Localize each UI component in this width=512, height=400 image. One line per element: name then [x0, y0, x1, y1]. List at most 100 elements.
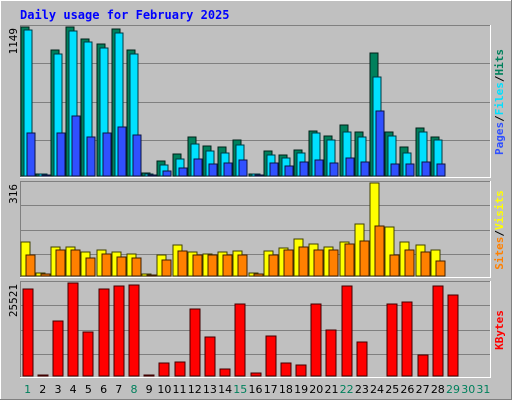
x-tick-label-day-30: 30	[461, 383, 475, 396]
x-tick-label-day-6: 6	[100, 383, 107, 396]
panel-1-legend: Pages/Files/Hits	[493, 49, 506, 155]
bar-kbytes-day-25	[386, 303, 398, 377]
bar-pages-day-19	[299, 161, 309, 177]
bar-kbytes-day-29	[447, 294, 459, 377]
bar-sites-day-20	[313, 249, 324, 277]
bar-sites-day-8	[131, 257, 142, 277]
x-tick-label-day-18: 18	[279, 383, 293, 396]
bar-kbytes-day-21	[325, 329, 337, 377]
legend-visits: Visits	[493, 190, 506, 230]
x-tick-label-day-9: 9	[146, 383, 153, 396]
bar-kbytes-day-18	[280, 362, 292, 377]
bar-kbytes-day-27	[417, 354, 429, 377]
bar-kbytes-day-20	[310, 303, 322, 377]
bar-pages-day-16	[254, 174, 264, 177]
bar-sites-day-14	[222, 254, 233, 277]
chart-title: Daily usage for February 2025	[20, 8, 230, 22]
x-tick-label-day-24: 24	[370, 383, 384, 396]
bar-sites-day-23	[359, 240, 370, 277]
legend-separator: /	[493, 115, 506, 122]
legend-kbytes: KBytes	[493, 310, 506, 350]
bar-kbytes-day-13	[204, 336, 216, 377]
bar-kbytes-day-22	[341, 285, 353, 377]
bar-sites-day-19	[298, 246, 309, 277]
bar-pages-day-3	[56, 132, 66, 177]
bar-kbytes-day-8	[128, 284, 140, 377]
bar-pages-day-18	[284, 165, 294, 177]
x-tick-label-day-12: 12	[188, 383, 202, 396]
bar-pages-day-28	[436, 163, 446, 177]
bar-pages-day-12	[193, 158, 203, 177]
x-tick-label-day-20: 20	[309, 383, 323, 396]
x-tick-label-day-4: 4	[70, 383, 77, 396]
bar-sites-day-1	[25, 254, 36, 277]
x-tick-label-day-29: 29	[446, 383, 460, 396]
bar-sites-day-22	[344, 243, 355, 277]
bar-pages-day-24	[375, 110, 385, 177]
x-tick-label-day-22: 22	[340, 383, 354, 396]
bar-kbytes-day-6	[98, 288, 110, 377]
bar-pages-day-7	[117, 126, 127, 177]
bar-pages-day-21	[329, 162, 339, 177]
x-tick-label-day-1: 1	[24, 383, 31, 396]
legend-separator: /	[493, 75, 506, 82]
x-tick-label-day-14: 14	[218, 383, 232, 396]
bar-kbytes-day-3	[52, 320, 64, 377]
panel-2-legend: Sites/Visits	[493, 190, 506, 270]
legend-sites: Sites	[493, 237, 506, 270]
bar-sites-day-25	[389, 254, 400, 277]
x-tick-label-day-21: 21	[324, 383, 338, 396]
bar-kbytes-day-5	[82, 331, 94, 377]
x-tick-label-day-8: 8	[130, 383, 137, 396]
x-tick-label-day-23: 23	[355, 383, 369, 396]
bar-sites-day-13	[207, 254, 218, 277]
bar-pages-day-27	[421, 161, 431, 177]
bar-kbytes-day-1	[22, 288, 34, 377]
x-tick-label-day-15: 15	[233, 383, 247, 396]
bar-pages-day-25	[390, 163, 400, 177]
bar-sites-day-9	[146, 274, 157, 277]
bar-kbytes-day-15	[234, 303, 246, 377]
bar-pages-day-10	[162, 170, 172, 177]
bar-sites-day-12	[192, 254, 203, 277]
bar-sites-day-6	[101, 253, 112, 277]
bar-sites-day-15	[237, 254, 248, 277]
bar-sites-day-17	[268, 254, 279, 277]
bar-pages-day-8	[132, 134, 142, 177]
bar-kbytes-day-9	[143, 374, 155, 377]
x-tick-label-day-26: 26	[400, 383, 414, 396]
x-tick-label-day-16: 16	[249, 383, 263, 396]
x-tick-label-day-19: 19	[294, 383, 308, 396]
x-tick-label-day-3: 3	[54, 383, 61, 396]
x-tick-label-day-27: 27	[416, 383, 430, 396]
bar-kbytes-day-16	[250, 372, 262, 377]
bar-sites-day-18	[283, 249, 294, 277]
bar-pages-day-15	[238, 159, 248, 177]
bar-sites-day-10	[161, 259, 172, 277]
bar-kbytes-day-12	[189, 308, 201, 377]
bar-kbytes-day-4	[67, 282, 79, 377]
bar-pages-day-22	[345, 157, 355, 177]
bar-sites-day-16	[253, 273, 264, 277]
bar-pages-day-4	[71, 115, 81, 177]
bar-pages-day-9	[147, 174, 157, 177]
bar-kbytes-day-19	[295, 364, 307, 377]
bar-pages-day-23	[360, 161, 370, 177]
bar-pages-day-14	[223, 162, 233, 177]
bar-pages-day-6	[102, 132, 112, 177]
panel-2-y-max-label: 316	[7, 184, 20, 204]
bar-pages-day-13	[208, 163, 218, 177]
bar-kbytes-day-11	[174, 361, 186, 377]
bar-sites-day-7	[116, 256, 127, 277]
bar-kbytes-day-14	[219, 368, 231, 377]
x-tick-label-day-31: 31	[476, 383, 490, 396]
bar-sites-day-26	[404, 249, 415, 277]
x-tick-label-day-7: 7	[115, 383, 122, 396]
legend-pages: Pages	[493, 122, 506, 155]
bar-kbytes-day-26	[401, 301, 413, 377]
x-tick-label-day-2: 2	[39, 383, 46, 396]
bar-pages-day-5	[86, 136, 96, 177]
panel-3-y-max-label: 25521	[7, 284, 20, 317]
